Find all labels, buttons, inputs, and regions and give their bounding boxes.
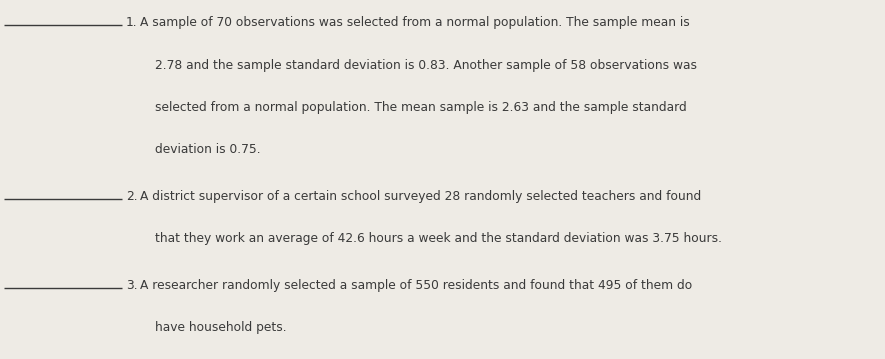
Text: 2.: 2. <box>126 190 137 203</box>
Text: deviation is 0.75.: deviation is 0.75. <box>155 143 260 156</box>
Text: 2.78 and the sample standard deviation is 0.83. Another sample of 58 observation: 2.78 and the sample standard deviation i… <box>155 59 696 71</box>
Text: 1.: 1. <box>126 16 137 29</box>
Text: that they work an average of 42.6 hours a week and the standard deviation was 3.: that they work an average of 42.6 hours … <box>155 232 722 245</box>
Text: selected from a normal population. The mean sample is 2.63 and the sample standa: selected from a normal population. The m… <box>155 101 687 114</box>
Text: 3.: 3. <box>126 279 137 292</box>
Text: A district supervisor of a certain school surveyed 28 randomly selected teachers: A district supervisor of a certain schoo… <box>140 190 701 203</box>
Text: A researcher randomly selected a sample of 550 residents and found that 495 of t: A researcher randomly selected a sample … <box>140 279 692 292</box>
Text: A sample of 70 observations was selected from a normal population. The sample me: A sample of 70 observations was selected… <box>140 16 689 29</box>
Text: have household pets.: have household pets. <box>155 321 287 334</box>
